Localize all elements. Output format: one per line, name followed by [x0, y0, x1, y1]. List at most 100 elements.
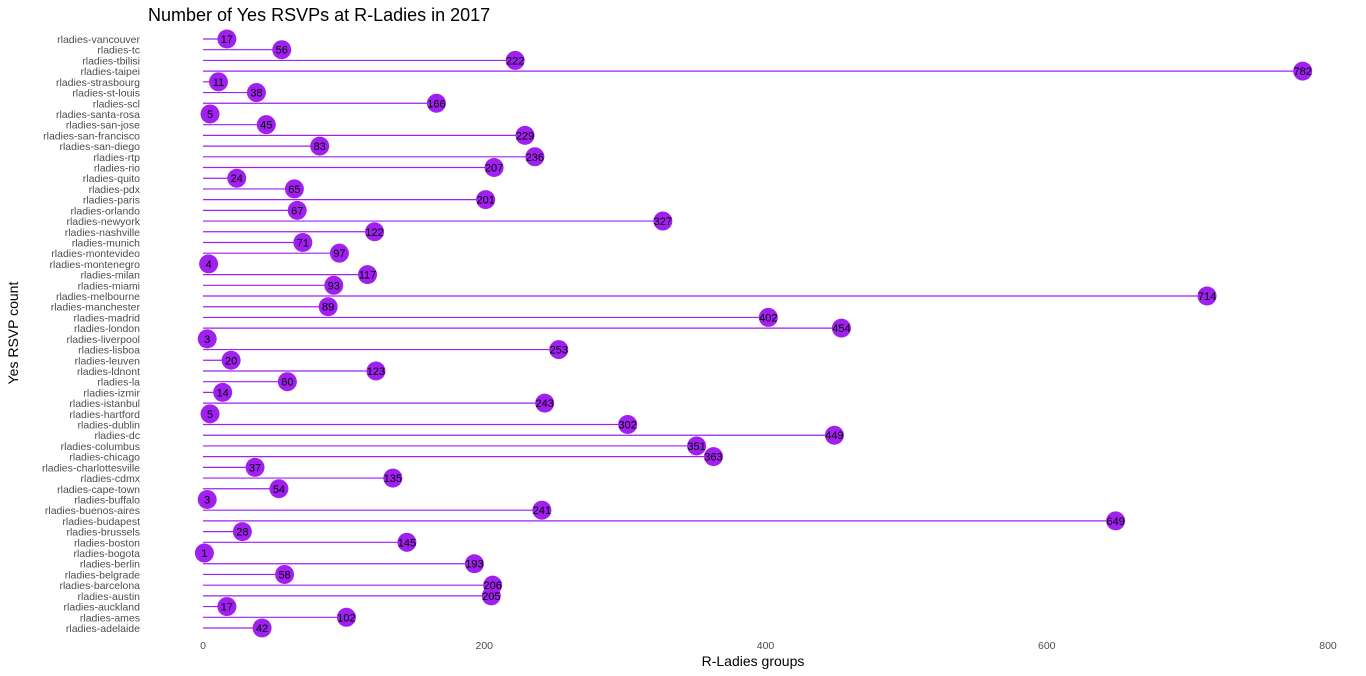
dot-rladies-istanbul: [535, 393, 555, 413]
data-label-rladies-orlando: 67: [291, 205, 303, 217]
dot-rladies-tbilisi: [505, 50, 525, 70]
y-tick-rladies-brussels: rladies-brussels: [66, 527, 140, 539]
data-label-rladies-rio: 207: [485, 163, 503, 175]
data-label-rladies-cdmx: 135: [384, 473, 402, 485]
chart-title: Number of Yes RSVPs at R-Ladies in 2017: [148, 5, 490, 25]
y-tick-rladies-cdmx: rladies-cdmx: [80, 473, 140, 485]
y-tick-rladies-charlottesville: rladies-charlottesville: [42, 462, 140, 474]
data-labels-layer: 1756222782113816654522983236207246520167…: [201, 34, 1312, 635]
data-label-rladies-ldnont: 123: [367, 366, 385, 378]
data-label-rladies-austin: 205: [482, 591, 500, 603]
y-tick-rladies-ames: rladies-ames: [80, 612, 140, 624]
data-label-rladies-munich: 71: [297, 237, 309, 249]
data-label-rladies-berlin: 193: [465, 559, 483, 571]
y-tick-rladies-vancouver: rladies-vancouver: [57, 34, 140, 46]
y-tick-rladies-scl: rladies-scl: [93, 98, 140, 110]
dot-rladies-liverpool: [197, 329, 217, 349]
dot-rladies-miami: [324, 275, 344, 295]
dot-rladies-orlando: [287, 200, 307, 220]
y-tick-rladies-cape-town: rladies-cape-town: [57, 484, 140, 496]
dot-rladies-boston: [397, 532, 417, 552]
y-tick-rladies-buenos-aires: rladies-buenos-aires: [45, 505, 140, 517]
dot-rladies-pdx: [284, 179, 304, 199]
y-tick-rladies-orlando: rladies-orlando: [71, 205, 141, 217]
dot-rladies-st-louis: [246, 83, 266, 103]
data-label-rladies-nashville: 122: [365, 227, 383, 239]
x-axis-title: R-Ladies groups: [702, 653, 805, 669]
data-label-rladies-san-jose: 45: [260, 120, 272, 132]
data-label-rladies-montenegro: 4: [206, 259, 212, 271]
y-tick-rladies-columbus: rladies-columbus: [61, 441, 140, 453]
y-tick-rladies-paris: rladies-paris: [83, 195, 140, 207]
dot-rladies-montevideo: [329, 243, 349, 263]
dot-rladies-la: [277, 372, 297, 392]
dot-rladies-budapest: [1106, 511, 1126, 531]
data-label-rladies-santa-rosa: 5: [207, 109, 213, 121]
y-tick-rladies-munich: rladies-munich: [72, 237, 140, 249]
dot-rladies-belgrade: [275, 564, 295, 584]
dot-rladies-lisboa: [549, 340, 569, 360]
dot-rladies-quito: [227, 168, 247, 188]
x-tick-200: 200: [475, 640, 493, 652]
data-label-rladies-newyork: 327: [654, 216, 672, 228]
y-tick-rladies-dublin: rladies-dublin: [78, 420, 141, 432]
dot-rladies-nashville: [365, 222, 385, 242]
dot-rladies-brussels: [232, 522, 252, 542]
data-label-rladies-vancouver: 17: [221, 34, 233, 46]
y-tick-labels: rladies-vancouverrladies-tcrladies-tbili…: [42, 34, 141, 635]
y-tick-rladies-berlin: rladies-berlin: [80, 559, 140, 571]
data-label-rladies-izmir: 14: [217, 387, 229, 399]
data-label-rladies-scl: 166: [427, 98, 445, 110]
y-tick-rladies-montevideo: rladies-montevideo: [51, 248, 140, 260]
dot-rladies-buenos-aires: [532, 500, 552, 520]
dot-rladies-rtp: [525, 147, 545, 167]
y-tick-rladies-istanbul: rladies-istanbul: [69, 398, 140, 410]
data-label-rladies-hartford: 5: [207, 409, 213, 421]
y-tick-rladies-adelaide: rladies-adelaide: [66, 623, 140, 635]
data-label-rladies-milan: 117: [359, 270, 377, 282]
data-label-rladies-auckland: 17: [221, 602, 233, 614]
y-tick-rladies-auckland: rladies-auckland: [64, 602, 141, 614]
data-label-rladies-brussels: 28: [236, 527, 248, 539]
stems-layer: [203, 38, 1303, 629]
data-label-rladies-barcelona: 206: [484, 580, 502, 592]
dot-rladies-ldnont: [366, 361, 386, 381]
data-label-rladies-buenos-aires: 241: [533, 505, 551, 517]
x-tick-600: 600: [1038, 640, 1056, 652]
dot-rladies-charlottesville: [245, 457, 265, 477]
dot-rladies-milan: [358, 265, 378, 285]
dot-rladies-cdmx: [383, 468, 403, 488]
dot-rladies-madrid: [758, 307, 778, 327]
data-label-rladies-rtp: 236: [526, 152, 544, 164]
dot-rladies-london: [831, 318, 851, 338]
y-tick-rladies-budapest: rladies-budapest: [62, 516, 140, 528]
data-label-rladies-leuven: 20: [225, 355, 237, 367]
data-label-rladies-strasbourg: 11: [213, 77, 224, 89]
data-label-rladies-lisboa: 253: [550, 345, 568, 357]
data-label-rladies-adelaide: 42: [256, 623, 268, 635]
data-label-rladies-columbus: 351: [687, 441, 705, 453]
data-label-rladies-dc: 449: [825, 430, 843, 442]
data-label-rladies-quito: 24: [231, 173, 243, 185]
y-tick-rladies-bogota: rladies-bogota: [73, 548, 140, 560]
data-label-rladies-la: 60: [281, 377, 293, 389]
y-tick-rladies-san-jose: rladies-san-jose: [66, 120, 140, 132]
dot-rladies-melbourne: [1197, 286, 1217, 306]
dot-rladies-manchester: [318, 297, 338, 317]
dot-rladies-strasbourg: [208, 72, 228, 92]
y-tick-rladies-izmir: rladies-izmir: [83, 387, 140, 399]
y-tick-rladies-milan: rladies-milan: [80, 270, 140, 282]
data-label-rladies-manchester: 89: [322, 302, 334, 314]
dots-layer: [194, 29, 1313, 638]
y-tick-rladies-ldnont: rladies-ldnont: [77, 366, 140, 378]
data-label-rladies-montevideo: 97: [333, 248, 345, 260]
data-label-rladies-taipei: 782: [1294, 66, 1312, 78]
data-label-rladies-cape-town: 54: [273, 484, 285, 496]
y-tick-rladies-london: rladies-london: [74, 323, 140, 335]
y-tick-rladies-buffalo: rladies-buffalo: [74, 494, 140, 506]
dot-rladies-hartford: [200, 404, 220, 424]
dot-rladies-vancouver: [217, 29, 237, 49]
data-label-rladies-san-diego: 83: [314, 141, 326, 153]
data-label-rladies-boston: 145: [398, 537, 416, 549]
